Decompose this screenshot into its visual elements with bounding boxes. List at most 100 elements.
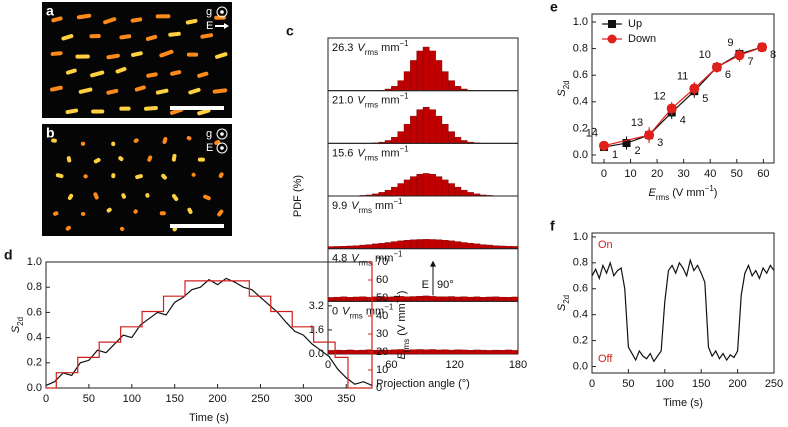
histogram-bar	[448, 349, 455, 355]
label-part: rms	[365, 48, 378, 57]
label-part: 26.3	[332, 42, 353, 54]
rod	[171, 153, 177, 162]
rod	[161, 173, 167, 180]
y2-tick-label: 60	[376, 274, 388, 286]
histogram-bar	[441, 240, 449, 249]
histogram-bar	[479, 244, 487, 249]
histogram-bar	[486, 350, 493, 355]
histogram-bar	[410, 60, 417, 91]
field-label: E	[206, 142, 213, 154]
rod	[78, 87, 93, 94]
histogram-bar	[416, 239, 424, 249]
y-axis-label: S2d	[556, 295, 571, 311]
rod	[51, 16, 63, 23]
panel-letter: d	[4, 247, 13, 263]
y2-tick-label: 20	[376, 346, 388, 358]
label-part: rms	[359, 258, 372, 267]
point-label: 3	[657, 137, 663, 149]
histogram-bar	[505, 297, 512, 302]
histogram-bar	[441, 124, 449, 144]
histogram-bar	[410, 176, 417, 197]
histogram-bar	[416, 296, 424, 302]
x-tick-label: 50	[622, 378, 634, 390]
plot-frame	[591, 13, 775, 164]
x-tick-label: 60	[385, 359, 397, 371]
legend-marker	[608, 20, 616, 28]
y-tick-label: 3.2	[309, 300, 324, 312]
x-tick-label: 350	[337, 393, 355, 405]
point-label: 6	[725, 69, 731, 81]
legend-label: Up	[628, 18, 642, 30]
histogram-bar	[479, 349, 487, 355]
label-part: mm	[363, 305, 384, 317]
histogram-bar	[359, 296, 367, 302]
histogram-bar	[422, 349, 430, 355]
histogram-bar	[353, 296, 360, 302]
x-tick-label: 200	[728, 378, 746, 390]
histogram-bar	[467, 192, 474, 197]
rod	[119, 34, 132, 40]
rod	[162, 137, 168, 145]
label-part: V	[357, 42, 366, 54]
x-tick-label: 120	[445, 359, 463, 371]
histogram-bar	[511, 296, 519, 302]
rod	[50, 51, 63, 56]
x-axis-label: Time (s)	[189, 412, 229, 424]
histogram-bar	[422, 239, 430, 249]
label-part: mm	[378, 42, 399, 54]
image-background	[42, 124, 232, 236]
histogram-bar	[410, 349, 417, 355]
histogram-bar	[460, 189, 468, 197]
rod	[65, 108, 79, 115]
x-tick-label: 100	[656, 378, 674, 390]
rod	[75, 54, 90, 59]
histogram-bar	[416, 349, 424, 355]
x-axis-label: Time (s)	[663, 397, 703, 409]
rod	[115, 66, 127, 74]
histogram-bar	[460, 349, 468, 355]
y-tick-label: 0.2	[573, 334, 588, 346]
x-tick-label: 30	[678, 168, 690, 180]
label-part: 9.9	[332, 200, 347, 212]
label-part: V	[351, 200, 360, 212]
rod	[106, 207, 112, 213]
field-label: E	[206, 20, 213, 32]
histogram-bar	[429, 109, 436, 144]
marker	[734, 50, 745, 61]
rod	[134, 85, 146, 92]
gravity-label: g	[206, 128, 212, 140]
histogram-bar	[391, 86, 398, 91]
rod	[145, 193, 150, 198]
data-line	[46, 280, 372, 389]
annotation: Off	[598, 353, 613, 365]
histogram-bar	[486, 296, 493, 302]
panel-letter: c	[286, 23, 294, 39]
histogram-bar	[460, 242, 468, 249]
x-tick-label: 0	[43, 393, 49, 405]
micrograph-b: b gE	[42, 124, 232, 236]
rod	[65, 225, 71, 231]
rod	[93, 192, 99, 200]
label-part: 0	[332, 305, 338, 317]
label-part: V	[357, 95, 366, 107]
label-part: )	[396, 291, 408, 295]
histogram-bar	[391, 136, 398, 144]
histogram-bar	[429, 50, 436, 91]
label-part: −1	[393, 294, 402, 304]
y-tick-label: 0.0	[573, 360, 588, 372]
histogram-bar	[486, 244, 493, 249]
rod	[218, 172, 224, 179]
histogram-bar	[498, 350, 506, 355]
rod	[197, 108, 211, 116]
rod	[159, 211, 166, 216]
histogram-bar	[479, 297, 487, 302]
histogram-bar	[448, 80, 455, 91]
rod	[51, 138, 57, 143]
histogram-bar	[492, 296, 500, 302]
histogram-bar	[359, 349, 367, 355]
x-tick-label: 150	[166, 393, 184, 405]
histogram-bar	[353, 350, 360, 355]
histogram-label: 26.3 Vrms mm−1	[332, 39, 409, 57]
y-tick-label: 0.0	[573, 149, 588, 161]
histogram-bar	[467, 350, 474, 355]
